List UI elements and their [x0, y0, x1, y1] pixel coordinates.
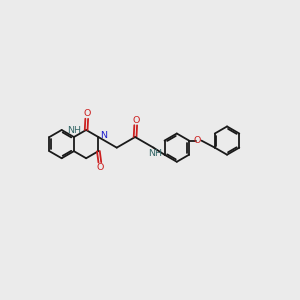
Text: O: O: [132, 116, 140, 125]
Text: NH: NH: [68, 126, 82, 135]
Text: NH: NH: [148, 149, 162, 158]
Text: O: O: [83, 109, 90, 118]
Text: O: O: [194, 136, 201, 145]
Text: N: N: [100, 131, 107, 140]
Text: O: O: [96, 163, 103, 172]
